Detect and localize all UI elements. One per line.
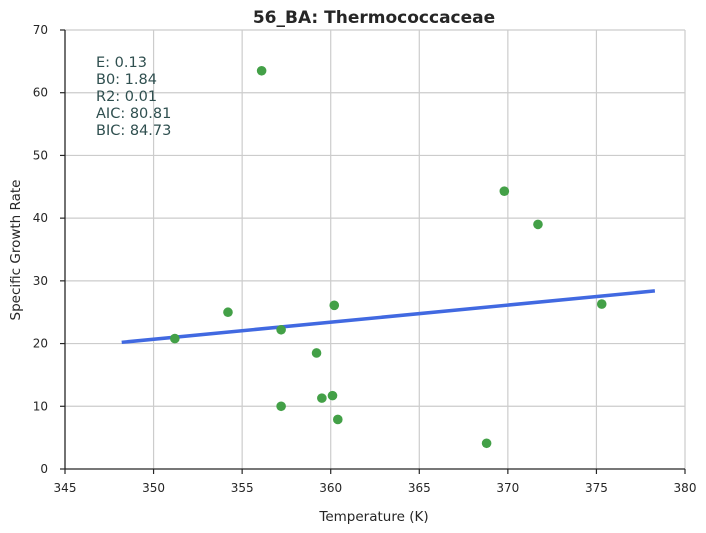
x-tick-label: 345 xyxy=(54,481,77,495)
data-point xyxy=(499,186,510,196)
stat-r2: R2: 0.01 xyxy=(96,89,157,105)
chart-title: 56_BA: Thermococcaceae xyxy=(253,8,495,28)
data-point xyxy=(276,324,286,335)
y-tick-label: 70 xyxy=(33,23,48,37)
x-tick-label: 380 xyxy=(674,481,697,495)
tick-labels: 345 350 355 360 365 370 375 380 0 10 20 30 40 50 60 70 xyxy=(33,23,697,495)
data-point xyxy=(327,390,338,401)
data-point xyxy=(170,333,180,344)
x-tick-label: 350 xyxy=(142,481,165,495)
x-tick-label: 355 xyxy=(231,481,254,495)
x-tick-label: 375 xyxy=(585,481,608,495)
data-point xyxy=(481,438,492,449)
y-axis-label: Specific Growth Rate xyxy=(8,180,24,321)
fit-line-layer xyxy=(121,289,656,345)
y-tick-label: 30 xyxy=(33,274,48,288)
x-tick-label: 360 xyxy=(319,481,342,495)
data-point xyxy=(329,300,340,311)
data-point xyxy=(596,299,607,309)
data-point xyxy=(256,65,267,76)
stat-b0: B0: 1.84 xyxy=(96,72,157,88)
y-tick-label: 40 xyxy=(33,211,48,225)
y-tick-label: 10 xyxy=(33,399,48,413)
y-tick-label: 60 xyxy=(33,86,48,100)
axes xyxy=(64,30,685,470)
y-tick-label: 20 xyxy=(33,337,48,351)
x-axis-label: Temperature (K) xyxy=(318,509,428,525)
grid-lines xyxy=(65,29,686,469)
points-layer xyxy=(170,65,607,449)
data-point xyxy=(223,307,233,318)
x-tick-label: 365 xyxy=(408,481,431,495)
data-point xyxy=(317,393,327,403)
stat-e: E: 0.13 xyxy=(96,55,147,71)
y-tick-label: 50 xyxy=(33,148,48,162)
stat-aic: AIC: 80.81 xyxy=(96,106,171,122)
y-tick-label: 0 xyxy=(40,462,48,476)
stat-bic: BIC: 84.73 xyxy=(96,123,171,139)
x-tick-label: 370 xyxy=(496,481,519,495)
data-point xyxy=(311,348,322,358)
data-point xyxy=(533,219,543,230)
fit-line xyxy=(121,289,656,345)
stats-annotation: E: 0.13 B0: 1.84 R2: 0.01 AIC: 80.81 BIC… xyxy=(96,55,171,139)
data-point xyxy=(333,414,343,425)
data-point xyxy=(276,401,286,412)
